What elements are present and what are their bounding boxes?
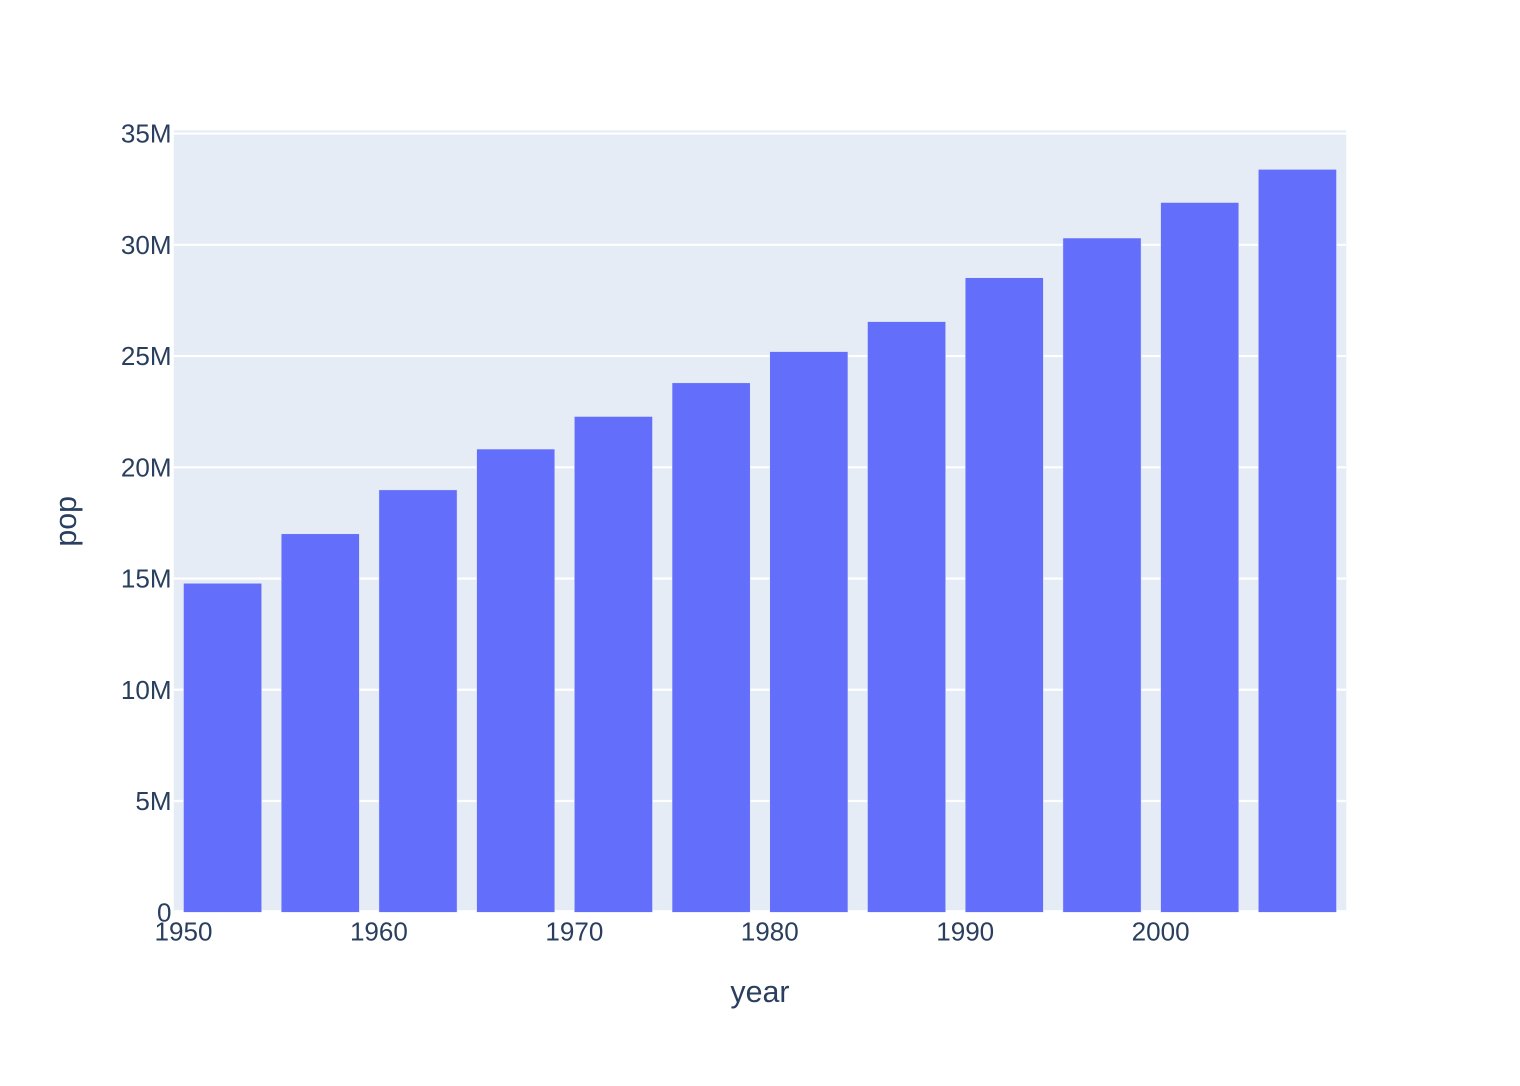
svg-text:1970: 1970 bbox=[545, 916, 603, 946]
svg-text:10M: 10M bbox=[121, 675, 172, 705]
svg-text:30M: 30M bbox=[121, 230, 172, 260]
svg-text:1980: 1980 bbox=[741, 916, 799, 946]
svg-text:20M: 20M bbox=[121, 452, 172, 482]
svg-text:2000: 2000 bbox=[1132, 916, 1190, 946]
svg-text:pop: pop bbox=[49, 496, 83, 547]
svg-text:year: year bbox=[730, 975, 789, 1009]
svg-text:15M: 15M bbox=[121, 564, 172, 594]
svg-text:0: 0 bbox=[157, 897, 171, 927]
svg-text:35M: 35M bbox=[121, 119, 172, 149]
svg-text:1960: 1960 bbox=[350, 916, 408, 946]
svg-text:1990: 1990 bbox=[936, 916, 994, 946]
svg-text:25M: 25M bbox=[121, 341, 172, 371]
svg-text:5M: 5M bbox=[135, 786, 171, 816]
svg-text:1950: 1950 bbox=[155, 916, 213, 946]
